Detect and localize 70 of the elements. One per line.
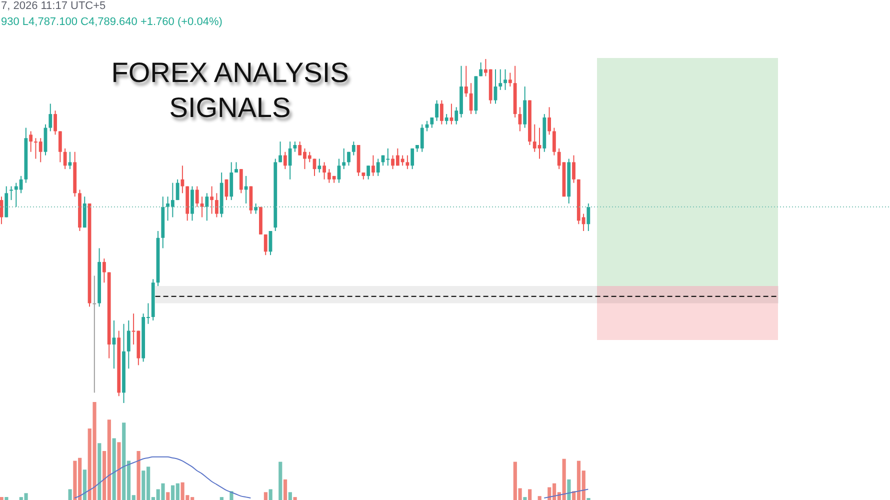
candlestick [283, 151, 287, 170]
bar [567, 479, 571, 500]
candlestick [58, 130, 62, 163]
candlestick [586, 202, 590, 232]
bar [283, 479, 288, 500]
candlestick [318, 158, 322, 174]
candlestick [102, 258, 106, 284]
bar [117, 442, 121, 500]
candlestick [342, 148, 346, 170]
bar [4, 497, 8, 500]
bar [136, 451, 140, 500]
candlestick [504, 68, 507, 90]
candlestick [10, 186, 13, 201]
candlestick [322, 162, 326, 180]
candlestick [195, 186, 199, 208]
candlestick [548, 106, 551, 136]
candlestick [92, 275, 96, 394]
text: 7, 2026 11:17 UTC+5 [1, 0, 106, 13]
bar [268, 489, 272, 500]
candlestick [54, 110, 57, 136]
bar [0, 497, 4, 500]
bar [68, 489, 72, 500]
bar [82, 470, 87, 500]
candlestick [337, 158, 341, 184]
candlestick [552, 127, 556, 156]
candlestick [494, 68, 498, 104]
candlestick [264, 234, 268, 256]
candlestick [464, 65, 468, 98]
candlestick [366, 165, 370, 180]
candlestick [444, 114, 448, 125]
candlestick [347, 151, 350, 166]
bar [523, 497, 527, 500]
candlestick [278, 141, 282, 163]
candlestick [214, 192, 218, 218]
candlestick [205, 192, 209, 222]
text: 930 L4,787.100 C4,789.640 +1.760 (+0.04%) [1, 16, 222, 29]
bar [293, 497, 297, 500]
candlestick [210, 186, 214, 214]
candlestick [508, 72, 512, 88]
bar [288, 492, 292, 500]
candlestick [376, 158, 380, 176]
bar [220, 497, 224, 500]
candlestick [410, 148, 414, 170]
candlestick [406, 154, 410, 170]
candlestick [288, 141, 292, 180]
bar [278, 462, 282, 500]
bar [98, 443, 102, 500]
bar [112, 438, 116, 500]
candlestick [572, 154, 576, 184]
bar [528, 489, 532, 500]
text: FOREX ANALYSIS SIGNALS [110, 56, 350, 125]
bar [264, 492, 268, 500]
candlestick [254, 202, 258, 214]
candlestick [176, 178, 180, 201]
candlestick [435, 100, 438, 122]
candlestick [518, 106, 522, 132]
candlestick [29, 130, 33, 152]
bar [538, 496, 542, 500]
candlestick [352, 141, 356, 156]
candlestick [48, 103, 52, 132]
candlestick [479, 62, 483, 77]
candlestick [126, 320, 130, 370]
candlestick [372, 154, 375, 176]
candlestick [440, 100, 444, 125]
candlestick [63, 148, 67, 170]
candlestick [0, 196, 4, 225]
candlestick [498, 68, 502, 90]
bar [166, 492, 170, 500]
candlestick [293, 141, 297, 152]
candlestick [239, 168, 243, 194]
